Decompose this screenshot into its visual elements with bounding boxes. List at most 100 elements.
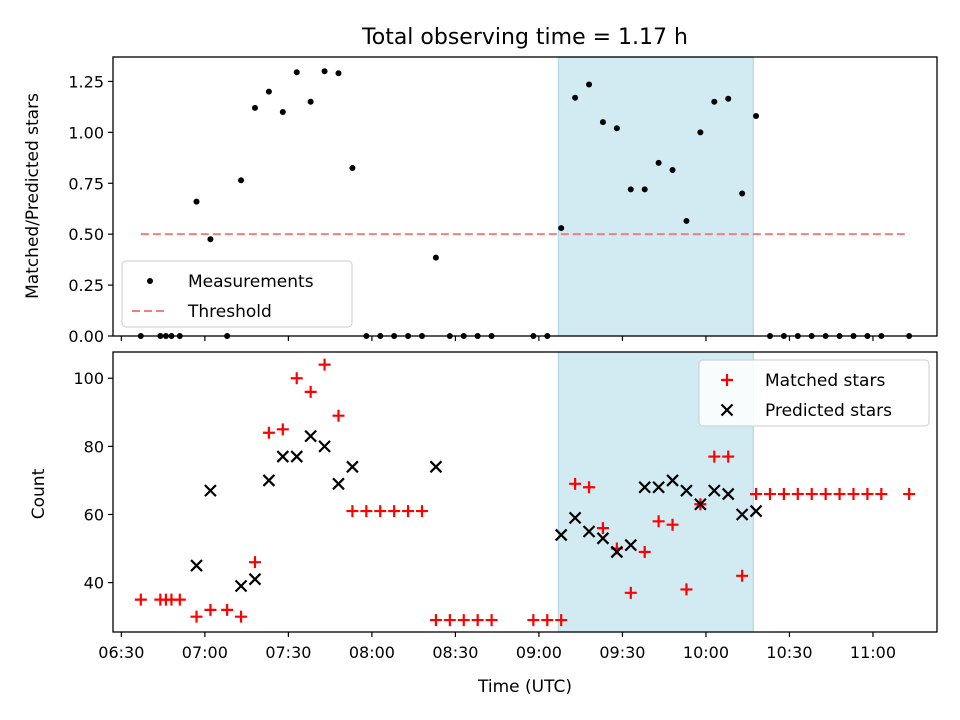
- legend-box: [121, 260, 353, 328]
- matched-point: [527, 614, 540, 627]
- measurement-point: [753, 113, 760, 120]
- predicted-point: [694, 497, 707, 511]
- matched-point: [596, 522, 609, 535]
- predicted-point: [262, 474, 276, 487]
- count-panel-ylabel: Count: [29, 468, 49, 519]
- predicted-point: [708, 484, 721, 497]
- predicted-point: [554, 528, 568, 542]
- matched-point: [555, 614, 568, 627]
- measurement-point: [613, 125, 620, 132]
- legend: Measurements Threshold: [121, 260, 353, 328]
- y-tick-label: 1.25: [68, 72, 104, 91]
- predicted-point: [234, 579, 248, 593]
- matched-point: [722, 450, 735, 463]
- predicted-point: [568, 511, 582, 525]
- x-axis-label: Time (UTC): [477, 677, 572, 697]
- measurement-point: [238, 177, 245, 184]
- matched-point: [134, 593, 147, 606]
- matched-point: [346, 505, 359, 518]
- matched-point: [763, 488, 776, 501]
- predicted-point: [582, 525, 596, 538]
- measurement-point: [293, 69, 300, 76]
- legend-label: Predicted stars: [765, 401, 892, 421]
- y-tick-label: 40: [84, 574, 104, 593]
- y-tick-label: 60: [84, 505, 104, 524]
- matched-point: [847, 488, 860, 501]
- matched-point: [624, 586, 637, 599]
- matched-point: [360, 505, 373, 518]
- measurement-point: [711, 98, 718, 105]
- matched-point: [290, 372, 303, 385]
- matched-point: [374, 505, 387, 518]
- x-tick-label: 06:30: [98, 643, 144, 662]
- measurement-point: [307, 98, 314, 105]
- matched-point: [402, 505, 415, 518]
- matched-point: [429, 614, 442, 627]
- matched-point: [221, 603, 234, 616]
- measurement-point: [265, 88, 272, 95]
- predicted-point: [318, 440, 331, 453]
- matched-point: [903, 488, 916, 501]
- measurement-point: [739, 190, 746, 197]
- matched-point: [416, 505, 428, 518]
- predicted-point: [638, 480, 651, 494]
- predicted-point: [680, 484, 693, 497]
- predicted-point: [624, 538, 638, 552]
- x-tick-label: 07:00: [182, 643, 228, 662]
- predicted-point: [652, 480, 665, 494]
- matched-point: [173, 593, 186, 606]
- y-tick-label: 0.50: [68, 225, 104, 244]
- measurement-point: [641, 186, 648, 193]
- measurement-point: [655, 159, 662, 166]
- ratio-panel: 0.00 0.25 0.50 0.75 1.00 1.25 Measurements Thre…: [68, 56, 938, 346]
- y-tick-label: 0.00: [68, 327, 104, 346]
- matched-point: [276, 423, 289, 436]
- legend-label: Threshold: [187, 302, 272, 322]
- matched-point: [541, 614, 554, 627]
- predicted-point: [190, 559, 203, 572]
- x-tick-label: 10:00: [683, 643, 729, 662]
- matched-point: [318, 358, 331, 371]
- x-tick-label: 10:30: [766, 643, 812, 662]
- matched-point: [443, 614, 456, 627]
- matched-point: [805, 488, 818, 501]
- matched-point: [708, 450, 721, 463]
- measurement-point: [251, 104, 258, 111]
- x-tick-label: 08:30: [432, 643, 478, 662]
- matched-point: [777, 488, 790, 501]
- highlight-span: [557, 56, 754, 337]
- measurement-point: [599, 119, 606, 126]
- matched-point: [875, 488, 888, 501]
- matched-point: [638, 545, 651, 558]
- predicted-point: [304, 429, 317, 443]
- predicted-point: [735, 508, 749, 521]
- matched-point: [304, 385, 317, 398]
- legend-swatch-predicted: [720, 403, 734, 417]
- x-tick-label: 07:30: [265, 643, 311, 662]
- matched-point: [666, 518, 679, 531]
- matched-point: [485, 614, 498, 627]
- legend-swatch-matched: [721, 374, 733, 386]
- axes-frame: [112, 351, 938, 633]
- count-panel: 40 60 80 100 06:30 07:00 07:30 08:00 08:30 09:00 0…: [73, 351, 938, 662]
- predicted-point: [596, 532, 610, 545]
- y-tick-label: 0.25: [68, 276, 104, 295]
- predicted-point: [721, 487, 735, 501]
- legend-swatch-measurement: [147, 278, 153, 284]
- axes-frame: [112, 56, 938, 337]
- series-matched-stars: [134, 358, 916, 627]
- matched-point: [750, 488, 763, 501]
- matched-point: [652, 515, 665, 528]
- measurement-point: [697, 129, 704, 136]
- matched-point: [861, 488, 874, 501]
- chart-title: Total observing time = 1.17 h: [361, 25, 688, 50]
- y-tick-label: 1.00: [68, 123, 104, 142]
- measurement-point: [558, 225, 565, 232]
- y-tick-label: 0.75: [68, 174, 104, 193]
- legend: Matched stars Predicted stars: [698, 359, 930, 427]
- measurement-point: [335, 70, 342, 77]
- matched-point: [471, 614, 484, 627]
- predicted-point: [346, 460, 359, 474]
- y-tick-label: 100: [73, 369, 104, 388]
- matched-point: [680, 583, 693, 596]
